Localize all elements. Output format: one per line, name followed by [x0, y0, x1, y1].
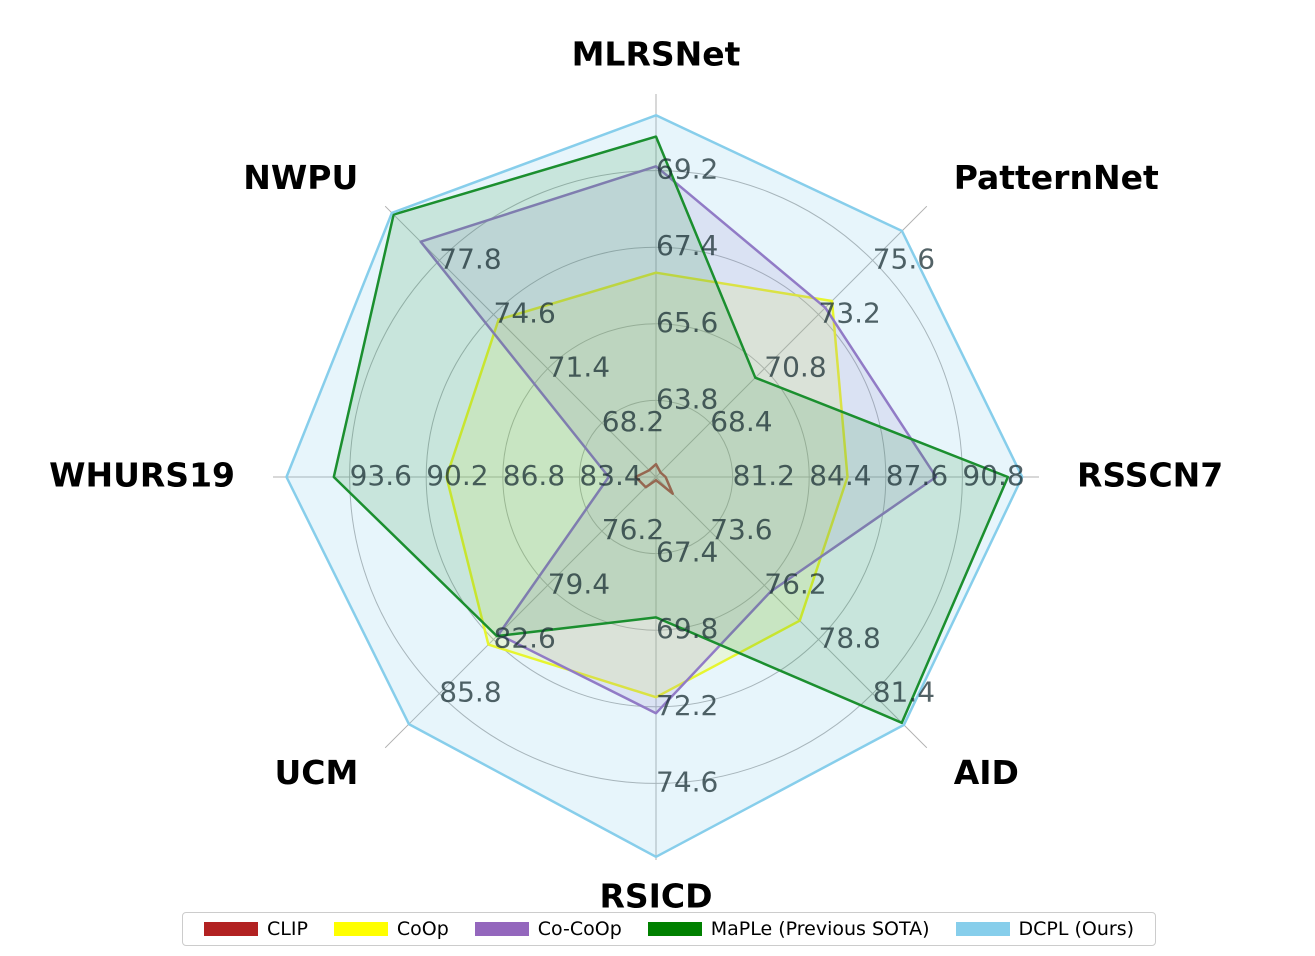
legend-swatch: [203, 922, 258, 936]
axis-label-patternnet: PatternNet: [954, 158, 1159, 197]
series-dcpl-ours-polygon: [285, 114, 1024, 859]
tick-label: 81.4: [873, 676, 935, 709]
legend: CLIP CoOp Co-CoOp MaPLe (Previous SOTA) DCPL…: [182, 912, 1156, 946]
legend-label: CoOp: [396, 918, 449, 940]
series-maple-previous-sota-polygon: [332, 135, 1010, 725]
axis-label-whurs19: WHURS19: [49, 456, 235, 495]
tick-label: 79.4: [548, 567, 610, 600]
tick-label: 85.8: [439, 676, 501, 709]
spoke-ucm: [384, 476, 657, 749]
legend-label: CLIP: [266, 918, 308, 940]
tick-label: 74.6: [494, 297, 556, 330]
tick-label: 76.2: [764, 567, 826, 600]
tick-label: 63.8: [656, 382, 718, 415]
legend-label: MaPLe (Previous SOTA): [710, 918, 930, 940]
tick-label: 73.2: [819, 297, 881, 330]
tick-label: 93.6: [350, 459, 412, 492]
tick-label: 78.8: [819, 622, 881, 655]
tick-label: 83.4: [579, 459, 641, 492]
tick-label: 86.8: [503, 459, 565, 492]
legend-item-clip: CLIP: [203, 918, 308, 940]
tick-label: 70.8: [764, 351, 826, 384]
axis-label-rsscn7: RSSCN7: [1077, 456, 1223, 495]
tick-label: 87.6: [886, 459, 948, 492]
tick-label: 82.6: [494, 622, 556, 655]
tick-label: 73.6: [710, 513, 772, 546]
tick-label: 72.2: [656, 689, 718, 722]
legend-item-dcpl-ours: DCPL (Ours): [955, 918, 1135, 940]
axis-label-nwpu: NWPU: [243, 158, 358, 197]
legend-swatch: [647, 922, 702, 936]
tick-label: 90.8: [962, 459, 1024, 492]
legend-item-co-coop: Co-CoOp: [474, 918, 622, 940]
spoke-patternnet: [655, 205, 928, 478]
tick-label: 67.4: [656, 229, 718, 262]
axis-label-ucm: UCM: [274, 753, 358, 792]
axis-label-aid: AID: [954, 753, 1019, 792]
series-co-coop-polygon: [419, 165, 938, 715]
tick-label: 75.6: [873, 242, 935, 275]
tick-label: 69.8: [656, 612, 718, 645]
series-clip-polygon: [634, 462, 674, 495]
legend-label: Co-CoOp: [537, 918, 622, 940]
legend-swatch: [333, 922, 388, 936]
legend-swatch: [955, 922, 1010, 936]
tick-label: 68.2: [602, 405, 664, 438]
tick-label: 76.2: [602, 513, 664, 546]
spoke-aid: [655, 476, 928, 749]
legend-swatch: [474, 922, 529, 936]
axis-label-mlrsnet: MLRSNet: [572, 35, 741, 74]
axis-label-rsicd: RSICD: [599, 877, 712, 916]
tick-label: 71.4: [548, 351, 610, 384]
series-coop-polygon: [445, 271, 849, 699]
tick-label: 68.4: [710, 405, 772, 438]
tick-label: 77.8: [439, 242, 501, 275]
legend-item-coop: CoOp: [333, 918, 449, 940]
spoke-nwpu: [384, 205, 657, 478]
tick-label: 90.2: [426, 459, 488, 492]
tick-label: 67.4: [656, 536, 718, 569]
tick-label: 74.6: [656, 765, 718, 798]
tick-label: 69.2: [656, 153, 718, 186]
tick-label: 65.6: [656, 306, 718, 339]
tick-label: 81.2: [733, 459, 795, 492]
tick-label: 84.4: [809, 459, 871, 492]
legend-item-maple-previous-sota: MaPLe (Previous SOTA): [647, 918, 930, 940]
legend-label: DCPL (Ours): [1018, 918, 1135, 940]
